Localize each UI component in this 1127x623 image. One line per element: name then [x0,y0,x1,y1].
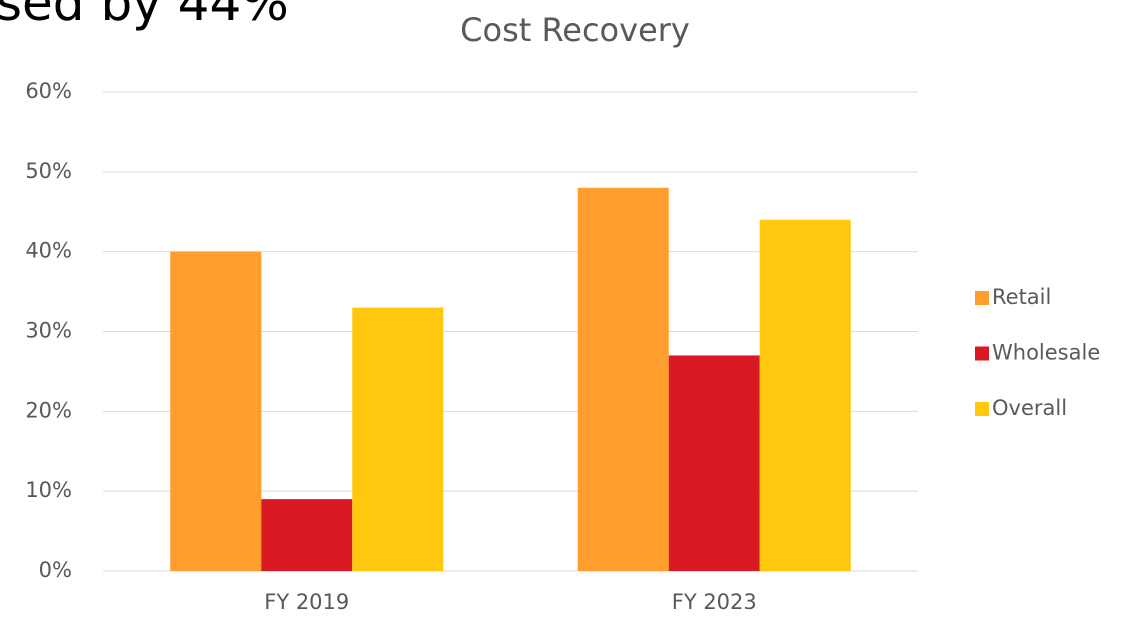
y-tick-label: 10% [25,478,72,502]
y-tick-label: 40% [25,239,72,263]
x-tick-label: FY 2019 [264,590,349,614]
bar [668,355,760,571]
legend-label: Wholesale [992,341,1100,365]
y-tick-label: 50% [25,159,72,183]
legend-label: Retail [992,285,1051,309]
legend-swatch [975,291,989,305]
y-tick-label: 20% [25,398,72,422]
bar [261,499,353,571]
y-tick-label: 60% [25,79,72,103]
legend-swatch [975,346,989,361]
y-tick-label: 0% [39,558,72,582]
bar [577,187,669,572]
bar [170,251,262,571]
y-tick-label: 30% [25,319,72,343]
legend-swatch [975,402,989,416]
legend-label: Overall [992,396,1067,420]
bar [352,307,444,571]
bar [759,219,851,571]
chart-title: Cost Recovery [460,11,690,49]
x-tick-label: FY 2023 [672,590,757,614]
annotation: sed by 44% [0,0,289,32]
